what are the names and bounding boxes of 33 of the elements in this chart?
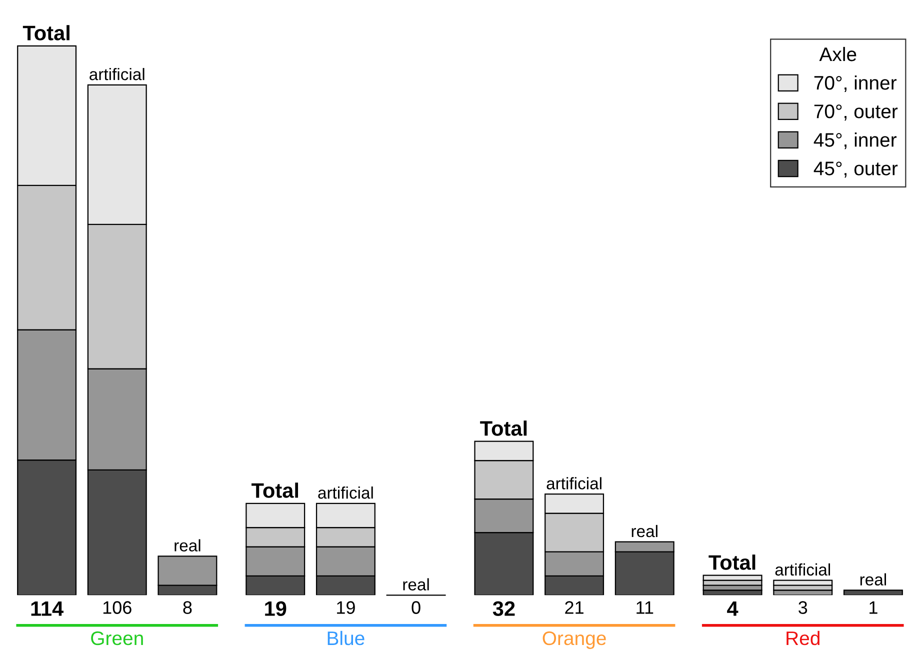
annotation: artificial	[775, 563, 830, 576]
annotation: artificial	[90, 68, 144, 80]
legend-label: 45°, inner	[814, 132, 897, 150]
annotation: real	[174, 539, 200, 552]
annotation: real	[860, 573, 886, 586]
annotation: real	[632, 524, 658, 538]
legend-title: Axle	[819, 46, 856, 62]
annotation: artificial	[546, 477, 602, 490]
x-tick-label: 3	[798, 601, 808, 614]
annotation: artificial	[318, 486, 373, 499]
x-tick-label: 32	[492, 601, 515, 616]
x-tick-label: 19	[265, 601, 286, 616]
x-tick-label: 1	[870, 601, 878, 614]
x-tick-label: 21	[565, 601, 584, 614]
annotation: Total	[22, 25, 70, 40]
x-tick-label: 11	[636, 601, 654, 614]
annotation: Total	[480, 420, 527, 436]
annotation: Total	[252, 482, 298, 498]
x-tick-label: 106	[103, 601, 132, 614]
x-tick-label: 4	[727, 601, 738, 616]
legend-label: 70°, outer	[814, 104, 898, 121]
text: Blue	[328, 630, 364, 646]
text: Orange	[542, 631, 606, 649]
x-tick-label: 19	[337, 601, 355, 614]
x-tick-label: 0	[412, 601, 420, 614]
legend-label: 45°, outer	[814, 162, 898, 178]
x-tick-label: 114	[31, 601, 64, 616]
text: Red	[786, 630, 820, 646]
annotation: Total	[708, 554, 756, 570]
text: Green	[91, 631, 143, 646]
annotation: real	[403, 578, 429, 590]
x-tick-label: 8	[183, 601, 192, 614]
legend-label: 70°, inner	[814, 75, 897, 92]
